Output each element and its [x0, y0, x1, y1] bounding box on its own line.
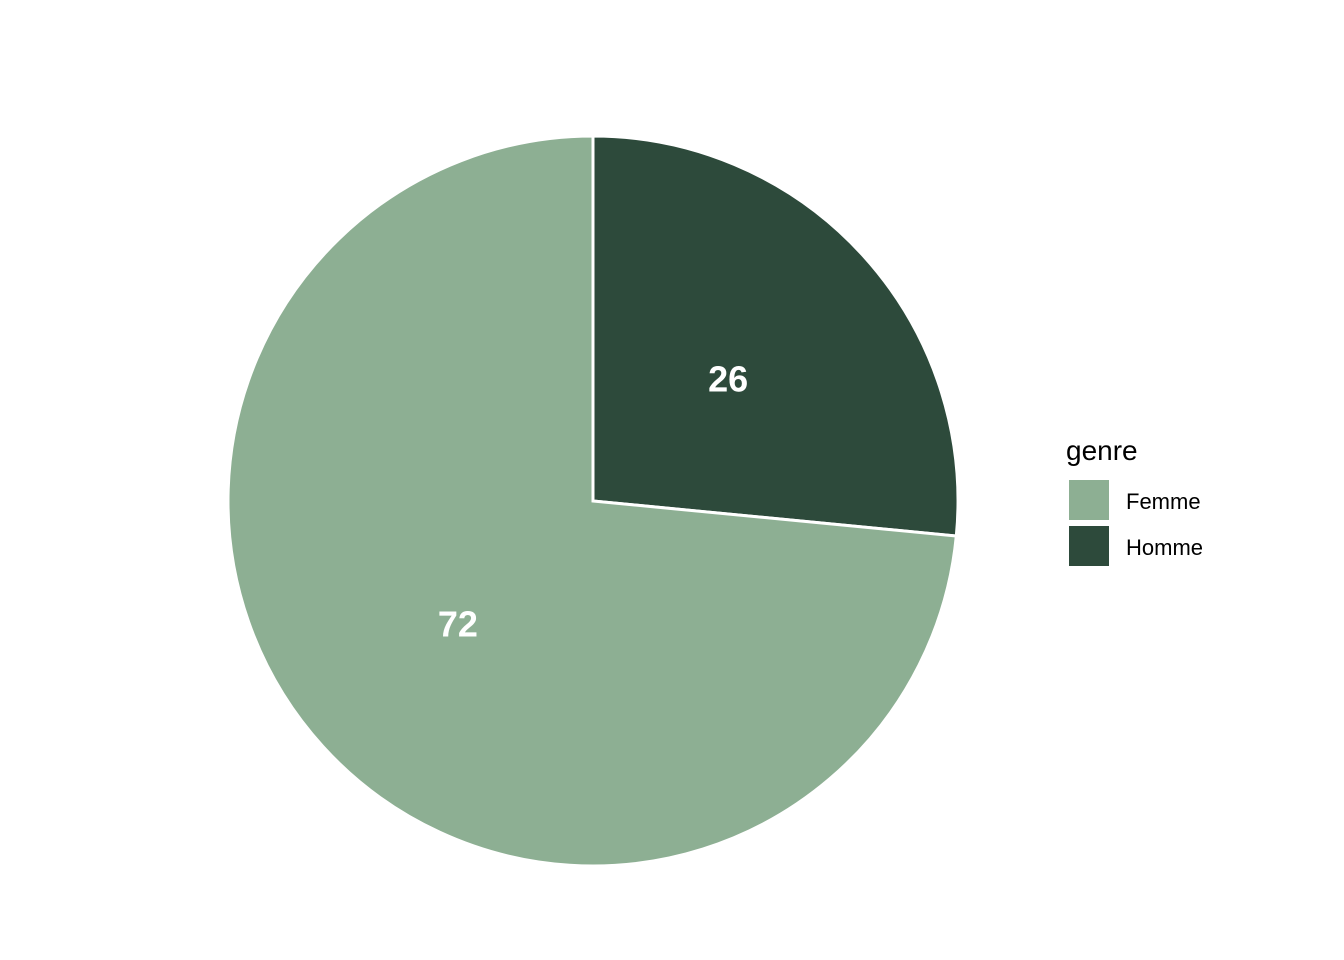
legend-label-homme: Homme — [1126, 535, 1203, 560]
pie-slice-femme — [226, 134, 958, 868]
legend-label-femme: Femme — [1126, 489, 1201, 514]
pie-slice-label-homme: 26 — [708, 358, 748, 399]
legend: genre Femme Homme — [1066, 435, 1203, 566]
legend-key-femme — [1069, 480, 1109, 520]
pie-slice-homme — [591, 134, 960, 538]
pie-slices — [226, 134, 960, 868]
legend-key-homme — [1069, 526, 1109, 566]
pie-slice-labels: 26 72 — [438, 358, 748, 644]
legend-title: genre — [1066, 435, 1138, 466]
pie-slice-label-femme: 72 — [438, 604, 478, 645]
